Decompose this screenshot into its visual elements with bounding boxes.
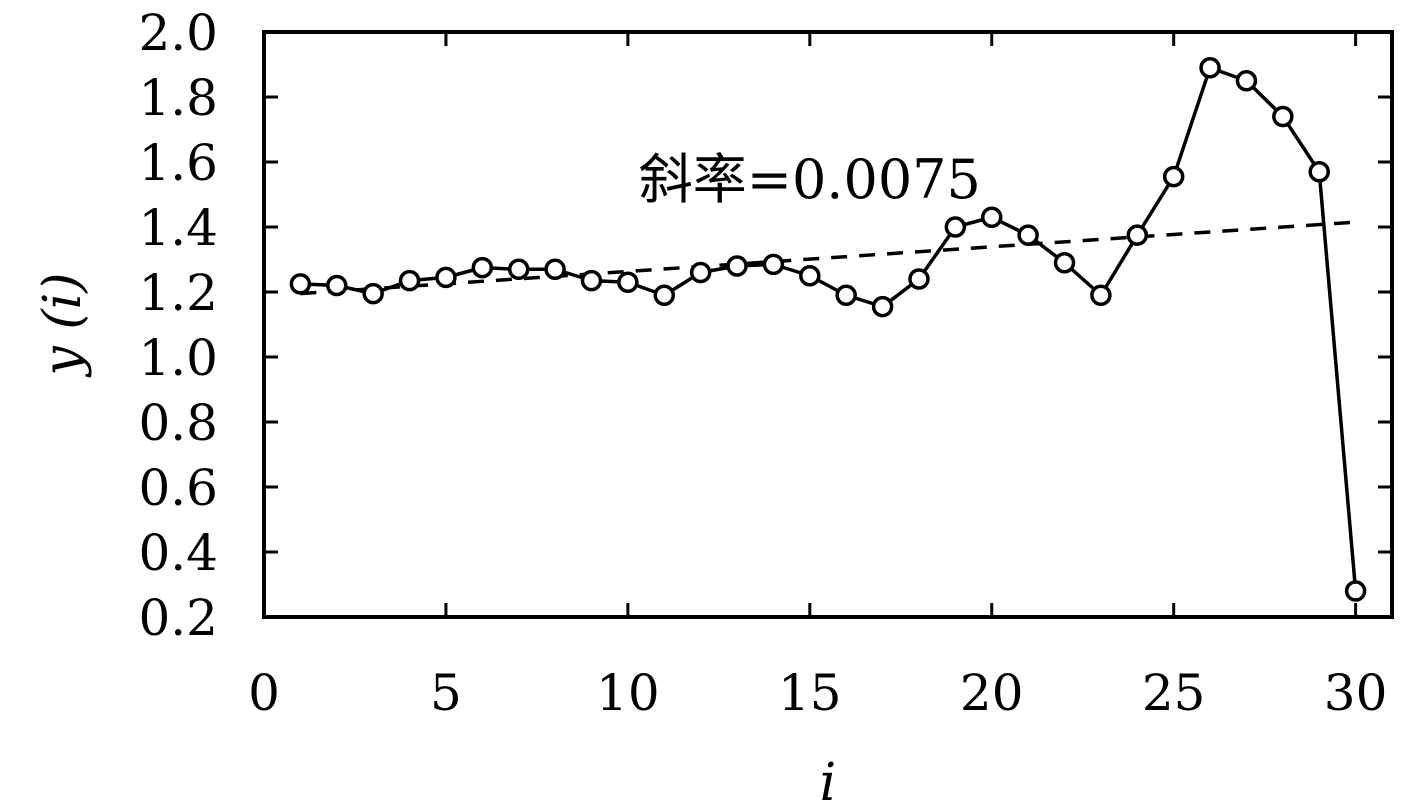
data-point (1344, 580, 1367, 602)
plot-frame (262, 30, 1394, 619)
data-point (689, 261, 712, 284)
data-point (1235, 70, 1258, 92)
series-line (300, 66, 1358, 592)
data-point (289, 273, 312, 295)
y-tick-label: 0.2 (138, 589, 218, 647)
data-point (980, 206, 1003, 228)
data-point (1199, 57, 1221, 79)
data-point (617, 271, 639, 293)
series-group (289, 57, 1367, 602)
data-point (580, 269, 603, 292)
data-point (908, 268, 930, 290)
y-tick-label: 0.4 (138, 524, 218, 582)
x-axis-label: i (820, 753, 837, 810)
data-point (326, 274, 348, 297)
data-point (726, 255, 748, 277)
x-tick-label: 25 (1142, 664, 1206, 722)
data-point (1017, 224, 1039, 246)
data-point (799, 265, 821, 287)
data-point (762, 253, 785, 276)
data-point (362, 282, 384, 305)
data-point (1308, 161, 1330, 183)
y-tick-label: 2.0 (138, 4, 218, 62)
data-point (507, 258, 530, 280)
data-point (944, 216, 967, 238)
data-point (1053, 252, 1076, 274)
x-tick-label: 10 (596, 664, 660, 722)
y-axis-label: y (i) (33, 272, 93, 377)
data-point (1162, 165, 1185, 188)
data-point (544, 258, 566, 280)
data-point (1272, 105, 1294, 128)
y-tick-label: 0.6 (138, 459, 218, 517)
y-tick-label: 1.6 (138, 134, 218, 192)
x-tick-label: 0 (248, 664, 280, 722)
data-point (435, 266, 457, 289)
y-tick-label: 1.4 (138, 199, 218, 257)
y-tick-label: 1.2 (138, 264, 218, 322)
x-tick-label: 5 (430, 664, 462, 722)
data-point (1090, 284, 1112, 306)
data-point (653, 284, 676, 306)
x-tick-label: 30 (1324, 664, 1388, 722)
data-point (871, 295, 894, 318)
data-point (1126, 224, 1149, 246)
y-tick-label: 1.0 (138, 329, 218, 387)
x-tick-label: 20 (960, 664, 1024, 722)
data-point (398, 269, 421, 292)
x-tick-label: 15 (778, 664, 842, 722)
data-point (835, 284, 857, 306)
trend-line (300, 220, 1356, 296)
y-tick-label: 1.8 (138, 69, 218, 127)
slope-annotation: 斜率=0.0075 (639, 148, 981, 211)
y-tick-label: 0.8 (138, 394, 218, 452)
data-point (471, 256, 494, 279)
axis-ticks: 0 5 10 15 20 25 30 0.2 0.4 0.6 0.8 1.0 1.2 1.4 1.6 1.8 2… (138, 4, 1392, 722)
